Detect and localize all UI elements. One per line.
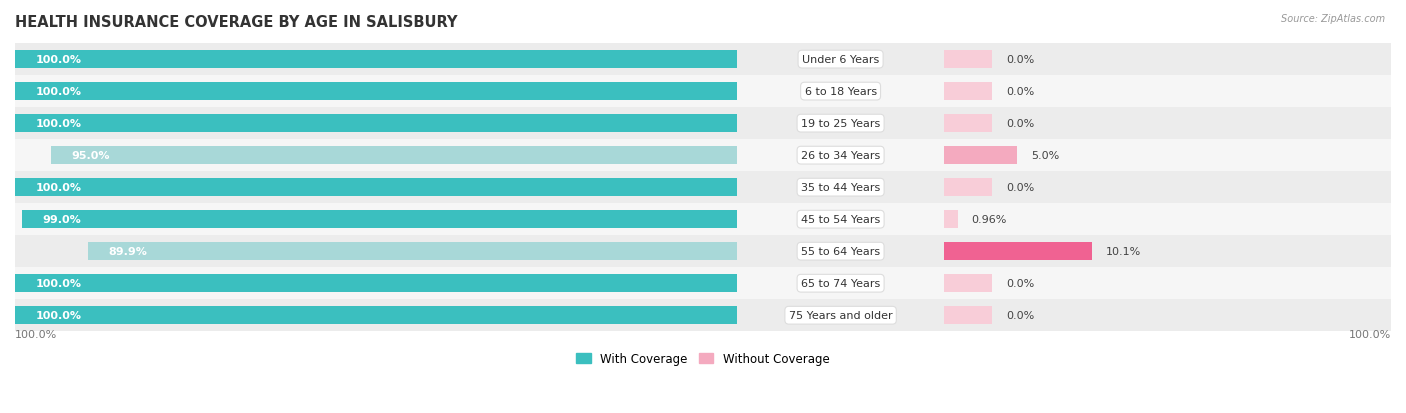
Bar <box>15 275 737 292</box>
Text: 19 to 25 Years: 19 to 25 Years <box>801 119 880 129</box>
Bar <box>15 44 1391 76</box>
Text: 100.0%: 100.0% <box>35 278 82 289</box>
Text: Source: ZipAtlas.com: Source: ZipAtlas.com <box>1281 14 1385 24</box>
Bar <box>15 172 1391 204</box>
Text: 26 to 34 Years: 26 to 34 Years <box>801 151 880 161</box>
Bar <box>943 179 993 197</box>
Bar <box>943 115 993 133</box>
Text: 0.0%: 0.0% <box>1007 278 1035 289</box>
Bar <box>943 211 957 228</box>
Bar <box>943 243 1092 260</box>
Bar <box>15 299 1391 331</box>
Legend: With Coverage, Without Coverage: With Coverage, Without Coverage <box>572 347 834 370</box>
Text: 100.0%: 100.0% <box>15 329 58 339</box>
Bar <box>51 147 737 164</box>
Text: 100.0%: 100.0% <box>35 183 82 193</box>
Text: 10.1%: 10.1% <box>1105 247 1142 256</box>
Bar <box>15 51 737 69</box>
Text: 55 to 64 Years: 55 to 64 Years <box>801 247 880 256</box>
Text: 100.0%: 100.0% <box>35 311 82 320</box>
Text: 75 Years and older: 75 Years and older <box>789 311 893 320</box>
Text: 0.0%: 0.0% <box>1007 55 1035 65</box>
Text: 100.0%: 100.0% <box>35 55 82 65</box>
Bar <box>15 140 1391 172</box>
Bar <box>943 275 993 292</box>
Bar <box>15 235 1391 268</box>
Text: 0.0%: 0.0% <box>1007 87 1035 97</box>
Text: 0.0%: 0.0% <box>1007 119 1035 129</box>
Bar <box>15 268 1391 299</box>
Text: HEALTH INSURANCE COVERAGE BY AGE IN SALISBURY: HEALTH INSURANCE COVERAGE BY AGE IN SALI… <box>15 15 457 30</box>
Text: 99.0%: 99.0% <box>42 215 82 225</box>
Text: 35 to 44 Years: 35 to 44 Years <box>801 183 880 193</box>
Bar <box>89 243 737 260</box>
Text: Under 6 Years: Under 6 Years <box>801 55 879 65</box>
Text: 65 to 74 Years: 65 to 74 Years <box>801 278 880 289</box>
Text: 95.0%: 95.0% <box>72 151 110 161</box>
Bar <box>943 51 993 69</box>
Text: 0.96%: 0.96% <box>972 215 1007 225</box>
Text: 0.0%: 0.0% <box>1007 311 1035 320</box>
Text: 89.9%: 89.9% <box>108 247 148 256</box>
Bar <box>943 83 993 101</box>
Bar <box>15 108 1391 140</box>
Bar <box>943 307 993 324</box>
Text: 0.0%: 0.0% <box>1007 183 1035 193</box>
Bar <box>943 147 1017 164</box>
Bar <box>15 115 737 133</box>
Bar <box>15 179 737 197</box>
Text: 5.0%: 5.0% <box>1031 151 1059 161</box>
Text: 6 to 18 Years: 6 to 18 Years <box>804 87 877 97</box>
Text: 100.0%: 100.0% <box>35 87 82 97</box>
Bar <box>22 211 737 228</box>
Text: 100.0%: 100.0% <box>1348 329 1391 339</box>
Bar <box>15 204 1391 235</box>
Bar <box>15 83 737 101</box>
Text: 100.0%: 100.0% <box>35 119 82 129</box>
Bar <box>15 76 1391 108</box>
Bar <box>15 307 737 324</box>
Text: 45 to 54 Years: 45 to 54 Years <box>801 215 880 225</box>
